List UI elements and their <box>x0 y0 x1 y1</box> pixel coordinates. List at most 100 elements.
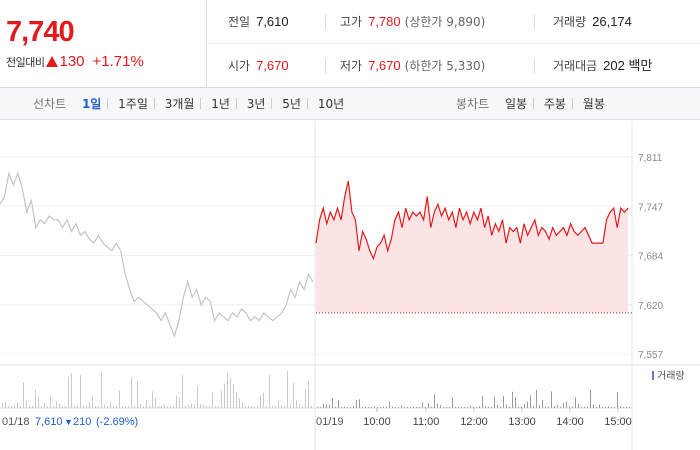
volume-bar <box>170 406 171 408</box>
volume-bar <box>56 401 57 408</box>
volume-bar <box>344 407 345 408</box>
volume-bar <box>362 406 363 408</box>
volume-bar <box>527 401 528 408</box>
y-tick-label: 7,811 <box>638 153 663 164</box>
volume-bar <box>218 406 219 408</box>
volume-bar <box>173 405 174 408</box>
prev-change-label: 210 <box>73 416 91 428</box>
volume-bar <box>401 405 402 408</box>
volume-bar <box>140 404 141 408</box>
volume-bar <box>521 406 522 408</box>
volume-bar <box>461 406 462 408</box>
volume-bar <box>530 395 531 408</box>
volume-bar <box>245 406 246 408</box>
volume-bar <box>275 406 276 408</box>
stat-value: 202 백만 <box>603 58 653 73</box>
volume-bar <box>137 381 138 408</box>
volume-bar <box>440 405 441 408</box>
period-1y[interactable]: 1년 <box>211 97 230 111</box>
volume-bar <box>608 406 609 408</box>
period-1d[interactable]: 1일 <box>81 97 102 111</box>
volume-bar <box>332 398 333 408</box>
volume-bar <box>443 406 444 408</box>
volume-bar <box>386 406 387 408</box>
divider <box>325 58 326 74</box>
volume-bar <box>326 404 327 408</box>
volume-bar <box>605 406 606 408</box>
period-10y[interactable]: 10년 <box>317 97 345 111</box>
volume-bar <box>539 405 540 408</box>
volume-bar <box>203 404 204 408</box>
volume-bar <box>620 406 621 408</box>
volume-bar <box>392 406 393 408</box>
volume-bar <box>176 396 177 408</box>
volume-bar <box>20 406 21 408</box>
volume-bar <box>341 406 342 408</box>
volume-bar <box>428 403 429 408</box>
period-5y[interactable]: 5년 <box>282 97 301 111</box>
volume-bar <box>425 406 426 408</box>
x-axis: 01/18 7,610 ▼ 210 (-2.69%) 01/19 10:00 11:00 12:… <box>2 408 632 428</box>
stats-row-1: 전일 7,610 고가 7,780 (상한가 9,890) 거래량 26,174 <box>208 0 700 44</box>
stats-row-2: 시가 7,670 저가 7,670 (하한가 5,330) 거래대금 202 백만 <box>208 44 700 88</box>
candle-monthly[interactable]: 월봉 <box>582 97 605 111</box>
volume-bar <box>590 389 591 408</box>
volume-bar <box>47 406 48 408</box>
price-box: 7,740 전일대비 130 +1.71% <box>0 0 207 88</box>
period-3y[interactable]: 3년 <box>246 97 266 111</box>
chart-lines <box>0 171 632 339</box>
volume-bar <box>254 406 255 408</box>
volume-bar <box>503 395 504 408</box>
divider <box>571 98 573 109</box>
volume-bar <box>296 400 297 408</box>
period-3m[interactable]: 3개월 <box>164 97 195 111</box>
volume-bar <box>131 377 132 408</box>
divider <box>107 98 109 109</box>
candle-weekly[interactable]: 주봉 <box>543 97 566 111</box>
chart-svg: 7,811 7,747 7,684 7,620 7,557 거래량 01/18 7,610… <box>0 121 700 450</box>
volume-bar <box>59 403 60 408</box>
divider <box>534 58 535 74</box>
volume-bar <box>14 404 15 408</box>
chart-fill-area <box>316 181 628 313</box>
volume-bar <box>560 406 561 408</box>
volume-bar <box>23 382 24 408</box>
up-arrow-icon <box>46 56 59 67</box>
volume-bar <box>467 407 468 408</box>
volume-bar <box>299 404 300 408</box>
volume-bar <box>356 399 357 408</box>
volume-bar <box>77 404 78 408</box>
volume-bar <box>29 405 30 408</box>
volume-bar <box>563 402 564 408</box>
volume-bar <box>161 406 162 408</box>
volume-bar <box>215 406 216 408</box>
volume-bar <box>398 407 399 408</box>
volume-bar <box>134 406 135 408</box>
x-tick-label: 15:00 <box>604 416 632 428</box>
volume-bar <box>404 406 405 408</box>
x-tick-label: 11:00 <box>413 416 440 428</box>
volume-bar <box>584 406 585 408</box>
stat-label: 시가 <box>228 59 251 73</box>
volume-bar <box>50 396 51 408</box>
candle-daily[interactable]: 일봉 <box>504 97 528 111</box>
volume-bar <box>92 396 93 408</box>
volume-bar <box>302 406 303 408</box>
period-1w[interactable]: 1주일 <box>118 97 148 111</box>
stat-value: 26,174 <box>592 14 632 29</box>
volume-bar <box>143 406 144 408</box>
stat-sub: (상한가 9,890) <box>404 15 486 29</box>
volume-bar <box>323 403 324 408</box>
volume-bar <box>347 406 348 408</box>
y-tick-label: 7,747 <box>638 202 663 213</box>
line-chart-periods: 선차트 1일 1주일 3개월 1년 3년 5년 10년 <box>33 88 344 120</box>
today-fill-area <box>316 181 628 313</box>
volume-bar <box>125 406 126 408</box>
divider <box>235 98 237 109</box>
volume-bar <box>257 405 258 408</box>
volume-bar <box>473 406 474 408</box>
volume-bar <box>308 380 309 408</box>
volume-bar <box>188 404 189 408</box>
volume-bar <box>230 377 231 408</box>
candle-chart-title: 봉차트 <box>456 97 490 111</box>
